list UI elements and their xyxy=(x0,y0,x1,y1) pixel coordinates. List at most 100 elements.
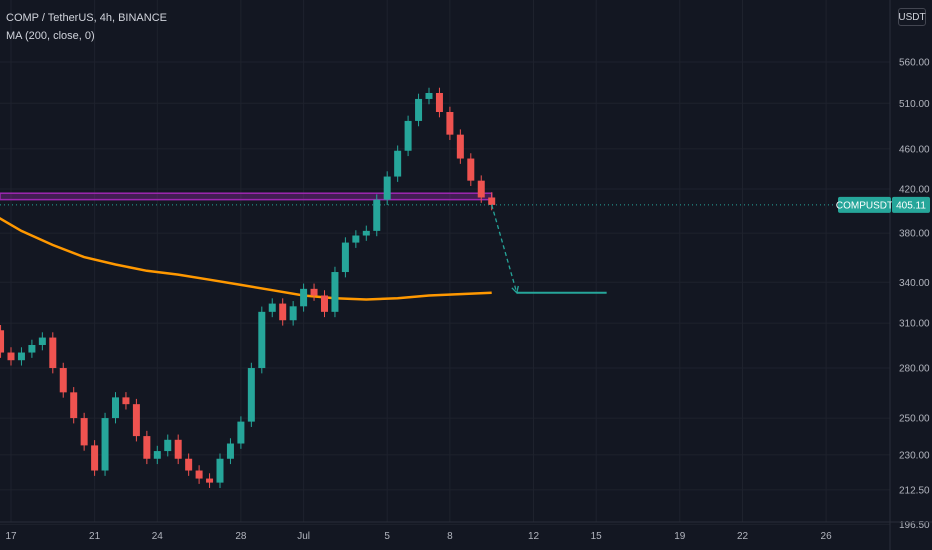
candle-body xyxy=(456,134,464,159)
candle-body xyxy=(164,439,172,452)
price-candle[interactable] xyxy=(362,225,370,241)
price-candle[interactable] xyxy=(310,283,318,301)
candle-body xyxy=(0,330,5,353)
price-candle[interactable] xyxy=(435,87,443,118)
price-candle[interactable] xyxy=(153,445,161,465)
plot-area[interactable] xyxy=(0,0,890,522)
y-tick-label: 212.50 xyxy=(899,485,930,496)
candle-body xyxy=(446,112,454,135)
price-candle[interactable] xyxy=(70,387,78,424)
price-candle[interactable] xyxy=(258,306,266,374)
candle-body xyxy=(28,344,36,353)
projection-arrow[interactable] xyxy=(491,204,518,293)
candle-body xyxy=(101,418,109,471)
candle-body xyxy=(132,404,140,437)
x-tick-label: 24 xyxy=(152,531,164,542)
ma-layer xyxy=(0,164,492,301)
candle-body xyxy=(467,158,475,181)
price-candle[interactable] xyxy=(425,87,433,105)
price-candle[interactable] xyxy=(122,392,130,410)
y-tick-label: 230.00 xyxy=(899,450,930,461)
price-candle[interactable] xyxy=(38,332,46,351)
price-candle[interactable] xyxy=(321,290,328,318)
price-candle[interactable] xyxy=(80,412,88,451)
price-candle[interactable] xyxy=(91,440,99,476)
ma-200-line[interactable] xyxy=(0,164,492,301)
candle-body xyxy=(206,478,214,483)
candle-body xyxy=(49,337,57,369)
y-tick-label: 380.00 xyxy=(899,229,930,240)
price-candle[interactable] xyxy=(456,129,464,164)
candle-body xyxy=(174,439,182,459)
price-candle[interactable] xyxy=(206,473,214,488)
x-tick-label: 26 xyxy=(821,531,833,542)
price-candle[interactable] xyxy=(247,362,255,427)
price-candle[interactable] xyxy=(352,230,360,248)
x-tick-label: 22 xyxy=(737,531,749,542)
candle-body xyxy=(7,352,15,361)
price-candle[interactable] xyxy=(477,175,485,203)
price-candle[interactable] xyxy=(415,93,423,127)
candle-body xyxy=(80,418,88,446)
symbol-badge xyxy=(838,196,891,213)
price-candle[interactable] xyxy=(279,298,287,326)
y-tick-label: 560.00 xyxy=(899,57,930,68)
price-candle[interactable] xyxy=(289,301,297,326)
currency-unit-badge[interactable]: USDT xyxy=(898,8,926,26)
x-tick-label: 17 xyxy=(5,531,17,542)
price-candle[interactable] xyxy=(226,438,234,465)
candle-body xyxy=(289,306,297,321)
candle-body xyxy=(321,295,328,312)
price-candle[interactable] xyxy=(112,392,119,424)
price-candle[interactable] xyxy=(59,362,67,398)
price-candle[interactable] xyxy=(49,332,57,374)
last-price-badge xyxy=(892,196,930,213)
y-tick-label: 340.00 xyxy=(899,278,930,289)
price-candle[interactable] xyxy=(341,237,349,278)
candle-body xyxy=(143,436,151,459)
price-candle[interactable] xyxy=(164,434,172,457)
price-candle[interactable] xyxy=(383,171,391,205)
symbol-badge-label: COMPUSDT xyxy=(836,200,893,211)
resistance-zone[interactable] xyxy=(0,192,493,201)
price-candle[interactable] xyxy=(195,465,203,484)
price-candle[interactable] xyxy=(143,430,151,465)
x-tick-label: 5 xyxy=(384,531,390,542)
zone-layer xyxy=(0,192,493,201)
price-candle[interactable] xyxy=(268,298,276,318)
price-candle[interactable] xyxy=(216,453,224,488)
price-candle[interactable] xyxy=(101,412,109,476)
price-layer xyxy=(0,87,496,488)
x-tick-label: Jul xyxy=(297,531,310,542)
price-candle[interactable] xyxy=(132,398,140,442)
price-candle[interactable] xyxy=(185,453,193,476)
candle-body xyxy=(153,451,161,459)
candle-body xyxy=(435,92,443,113)
price-candle[interactable] xyxy=(17,347,25,366)
price-candle[interactable] xyxy=(404,115,412,157)
price-candle[interactable] xyxy=(174,434,182,465)
candle-body xyxy=(237,421,245,444)
y-tick-label: 420.00 xyxy=(899,184,930,195)
x-tick-label: 21 xyxy=(89,531,101,542)
time-axis[interactable]: 17 21 24 28 Jul 5 8 12 15 19 22 26 xyxy=(0,521,932,542)
x-tick-label: 19 xyxy=(674,531,686,542)
x-tick-label: 8 xyxy=(447,531,453,542)
price-candle[interactable] xyxy=(7,347,15,366)
ma-indicator-label: MA (200, close, 0) xyxy=(6,30,95,42)
price-candle[interactable] xyxy=(373,194,381,237)
annotation-layer xyxy=(0,204,890,295)
price-candle[interactable] xyxy=(237,416,245,449)
price-candle[interactable] xyxy=(0,324,5,358)
price-candle[interactable] xyxy=(446,106,454,140)
price-candle[interactable] xyxy=(300,283,308,312)
price-candle[interactable] xyxy=(394,145,402,182)
price-candle[interactable] xyxy=(467,153,475,186)
price-candle[interactable] xyxy=(28,339,36,358)
candle-body xyxy=(226,443,234,459)
candle-body xyxy=(91,445,99,471)
price-axis[interactable]: 196.50 212.50 230.00 250.00 280.00 310.00 340.… xyxy=(889,0,930,550)
x-tick-label: 12 xyxy=(528,531,540,542)
price-candle[interactable] xyxy=(331,266,339,318)
